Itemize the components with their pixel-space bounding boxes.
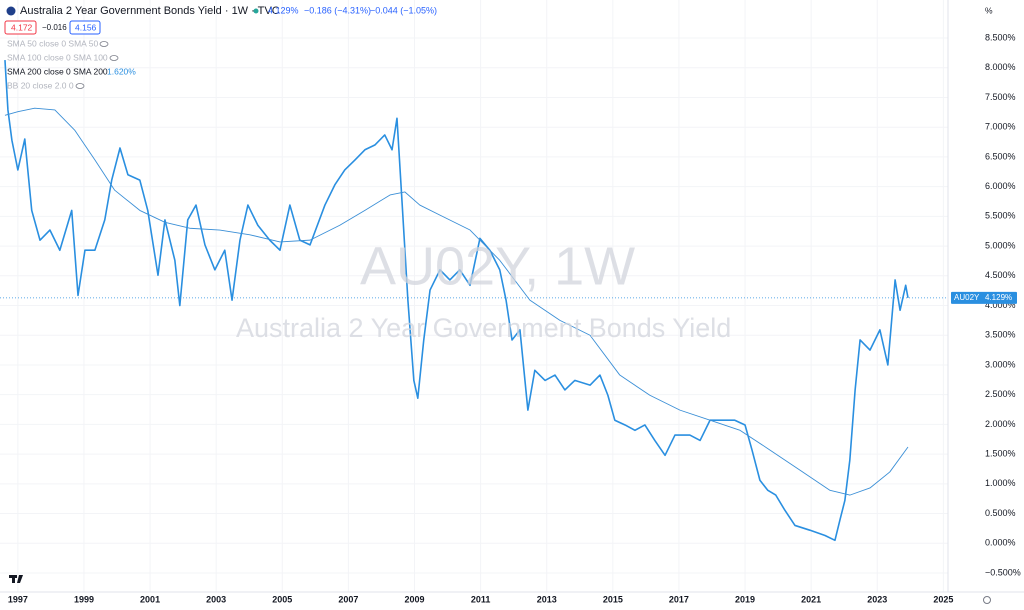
y-tick-label: 0.500% — [985, 508, 1016, 518]
y-tick-label: 1.500% — [985, 448, 1016, 458]
bid: 4.172 — [11, 22, 33, 32]
series-line — [4, 107, 909, 496]
x-tick-label: 2013 — [537, 594, 557, 604]
x-tick-label: 2017 — [669, 594, 689, 604]
y-tick-label: 2.500% — [985, 389, 1016, 399]
y-tick-label: 8.500% — [985, 32, 1016, 42]
settings-icon[interactable] — [983, 596, 991, 604]
y-tick-label: 0.000% — [985, 538, 1016, 548]
spread: −0.016 — [42, 23, 67, 32]
eye-icons[interactable] — [75, 41, 119, 89]
y-tick-label: 6.000% — [985, 181, 1016, 191]
y-tick-label: 5.000% — [985, 240, 1016, 250]
x-tick-label: 2023 — [867, 594, 887, 604]
price-tag-value: 4.129% — [985, 293, 1012, 302]
ask-box[interactable] — [69, 20, 101, 35]
y-tick-label: 5.500% — [985, 211, 1016, 221]
y-tick-label: 4.500% — [985, 270, 1016, 280]
price-tag-symbol: AU02Y — [954, 293, 980, 302]
indicator-label: SMA 50 close 0 SMA 50 — [7, 38, 98, 48]
y-tick-label: 7.500% — [985, 92, 1016, 102]
x-tick-label: 2025 — [933, 594, 953, 604]
quote-change: −0.186 (−4.31%) — [304, 5, 371, 15]
ask: 4.156 — [75, 22, 97, 32]
y-tick-label: 6.500% — [985, 151, 1016, 161]
tv-logo — [9, 575, 23, 583]
x-tick-label: 2011 — [471, 594, 491, 604]
indicator-label: SMA 200 close 0 SMA 200 — [7, 66, 108, 76]
flag-icon — [6, 6, 16, 16]
indicator-label: BB 20 close 2.0 0 — [7, 80, 74, 90]
x-tick-label: 2019 — [735, 594, 755, 604]
x-tick-label: 2007 — [338, 594, 358, 604]
y-tick-label: −0.500% — [985, 567, 1021, 577]
x-tick-label: 2003 — [206, 594, 226, 604]
price-axis-unit: % — [985, 5, 993, 15]
chart-title: Australia 2 Year Government Bonds Yield … — [20, 5, 280, 17]
indicator-value: 1.620% — [107, 66, 136, 76]
series-line — [4, 59, 909, 542]
bid-box[interactable] — [4, 20, 37, 35]
y-tick-label: 8.000% — [985, 62, 1016, 72]
x-tick-label: 2021 — [801, 594, 821, 604]
x-tick-label: 1997 — [8, 594, 28, 604]
y-tick-label: 4.000% — [985, 300, 1016, 310]
price-tag — [951, 291, 1017, 304]
y-tick-label: 3.500% — [985, 330, 1016, 340]
indicator-label: SMA 100 close 0 SMA 100 — [7, 52, 108, 62]
y-tick-label: 3.000% — [985, 359, 1016, 369]
x-tick-label: 2015 — [603, 594, 623, 604]
x-tick-label: 2005 — [272, 594, 292, 604]
x-tick-label: 2009 — [404, 594, 424, 604]
quote-last: 4.129% — [268, 5, 299, 15]
watermark-symbol: AU02Y, 1W — [360, 236, 635, 296]
watermark-description: Australia 2 Year Government Bonds Yield — [236, 313, 731, 343]
y-tick-label: 7.000% — [985, 122, 1016, 132]
status-dot — [253, 8, 259, 14]
y-tick-label: 1.000% — [985, 478, 1016, 488]
quote-change-2: −0.044 (−1.05%) — [370, 5, 437, 15]
x-tick-label: 2001 — [140, 594, 160, 604]
plot-area — [0, 0, 948, 592]
x-tick-label: 1999 — [74, 594, 94, 604]
y-tick-label: 2.000% — [985, 419, 1016, 429]
